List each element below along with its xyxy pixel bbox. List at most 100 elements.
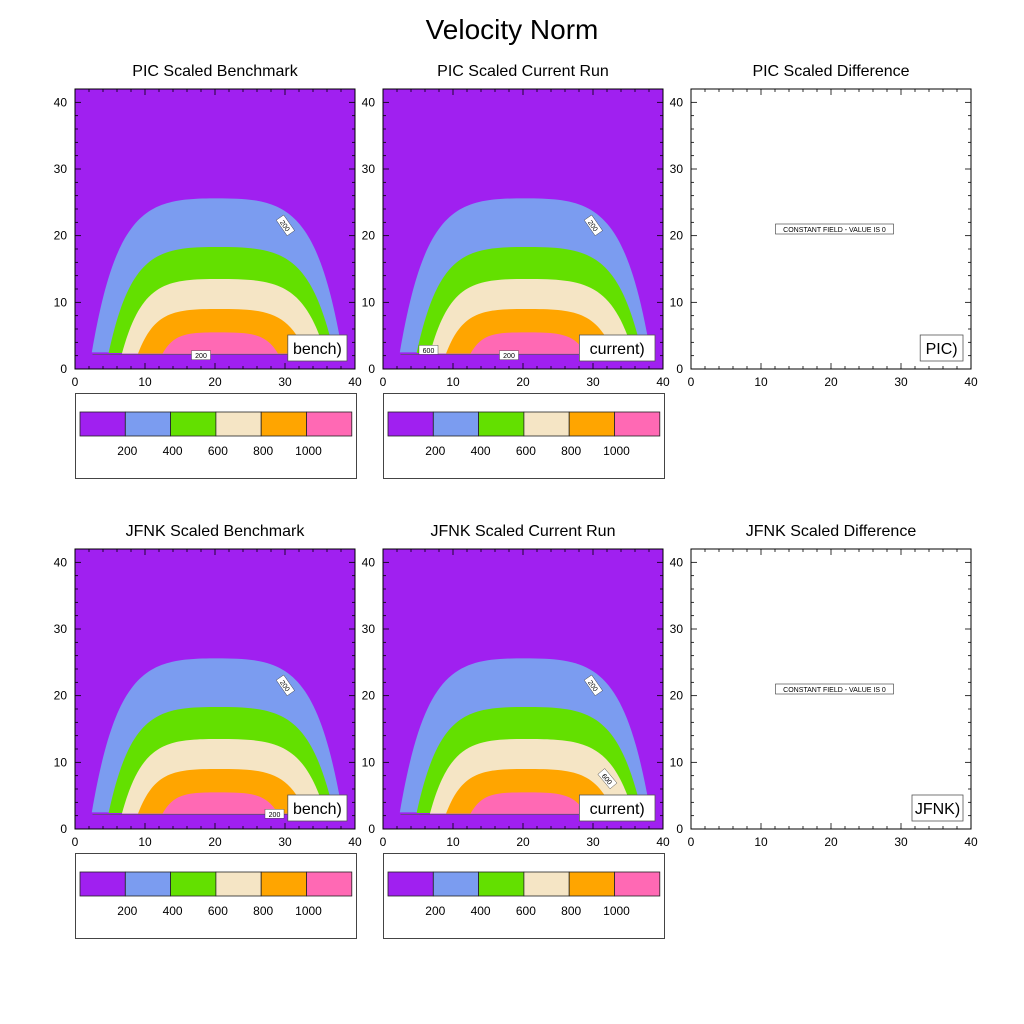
colorbar-label: 1000 — [295, 444, 322, 458]
colorbar-label: 600 — [208, 904, 228, 918]
x-tick-label: 0 — [380, 375, 387, 389]
contour-band-1000 — [162, 332, 278, 354]
colorbar-swatch — [170, 871, 217, 897]
panel-annotation: current) — [578, 794, 656, 822]
panel-annotation: bench) — [287, 794, 348, 822]
svg-text:PIC): PIC) — [926, 341, 958, 358]
colorbar-swatch — [215, 871, 262, 897]
y-tick-label: 0 — [60, 362, 67, 376]
y-tick-label: 40 — [54, 555, 68, 569]
x-tick-label: 10 — [138, 375, 152, 389]
colorbar-swatch — [387, 871, 434, 897]
x-tick-label: 0 — [72, 835, 79, 849]
colorbar-swatch — [170, 411, 217, 437]
y-tick-label: 0 — [676, 822, 683, 836]
colorbar-label: 800 — [561, 904, 581, 918]
y-tick-label: 20 — [54, 689, 68, 703]
y-tick-label: 30 — [670, 162, 684, 176]
panel-annotation: bench) — [287, 334, 348, 362]
contour-label: 200 — [499, 350, 519, 360]
colorbar-label: 800 — [253, 444, 273, 458]
panel-annotation: JFNK) — [911, 794, 964, 822]
colorbar-swatch — [432, 871, 479, 897]
panel-title: PIC Scaled Benchmark — [132, 63, 298, 80]
colorbar-swatch — [568, 871, 615, 897]
x-tick-label: 30 — [278, 835, 292, 849]
colorbar-label: 400 — [163, 444, 183, 458]
panel-title: JFNK Scaled Difference — [745, 523, 917, 540]
x-tick-label: 30 — [278, 375, 292, 389]
colorbar-swatch — [260, 411, 307, 437]
y-tick-label: 30 — [362, 622, 376, 636]
colorbar-label: 200 — [425, 444, 445, 458]
panel-title: JFNK Scaled Current Run — [430, 523, 616, 540]
y-tick-label: 40 — [670, 95, 684, 109]
x-tick-label: 20 — [208, 835, 222, 849]
colorbar-swatch — [215, 411, 262, 437]
panel-annotation: current) — [578, 334, 656, 362]
svg-text:current): current) — [590, 341, 645, 358]
y-tick-label: 0 — [368, 822, 375, 836]
y-tick-label: 10 — [54, 295, 68, 309]
x-tick-label: 20 — [208, 375, 222, 389]
panel-title: JFNK Scaled Benchmark — [125, 523, 305, 540]
y-tick-label: 0 — [676, 362, 683, 376]
svg-text:600: 600 — [423, 348, 435, 355]
colorbar-swatch — [568, 411, 615, 437]
contour-label: 600 — [418, 345, 439, 355]
y-tick-label: 30 — [54, 162, 68, 176]
colorbar-legend: 200 400 600 800 1000 — [383, 393, 665, 479]
colorbar-label: 1000 — [603, 904, 630, 918]
colorbar-label: 600 — [208, 444, 228, 458]
contour-label: 200 — [191, 350, 211, 360]
x-tick-label: 40 — [964, 835, 978, 849]
colorbar-swatch — [614, 871, 661, 897]
colorbar-label: 400 — [471, 444, 491, 458]
contour-plot: CONSTANT FIELD - VALUE IS 0 0 10 20 30 40 0 10 2… — [670, 88, 978, 389]
svg-text:CONSTANT FIELD - VALUE IS 0: CONSTANT FIELD - VALUE IS 0 — [783, 227, 886, 234]
colorbar-swatch — [306, 411, 353, 437]
colorbar-swatch — [432, 411, 479, 437]
x-tick-label: 0 — [72, 375, 79, 389]
colorbar-label: 800 — [253, 904, 273, 918]
colorbar-swatch — [79, 411, 126, 437]
y-tick-label: 30 — [54, 622, 68, 636]
panel-title: PIC Scaled Current Run — [437, 63, 609, 80]
x-tick-label: 10 — [754, 375, 768, 389]
x-tick-label: 40 — [964, 375, 978, 389]
panel-title: PIC Scaled Difference — [752, 63, 910, 80]
page-title: Velocity Norm — [425, 14, 599, 45]
colorbar-label: 200 — [117, 444, 137, 458]
x-tick-label: 0 — [688, 375, 695, 389]
y-tick-label: 30 — [670, 622, 684, 636]
x-tick-label: 30 — [586, 375, 600, 389]
colorbar-legend: 200 400 600 800 1000 — [383, 853, 665, 939]
y-tick-label: 10 — [670, 755, 684, 769]
colorbar-swatch — [478, 871, 525, 897]
constant-field-note: CONSTANT FIELD - VALUE IS 0 — [775, 223, 894, 235]
constant-field-note: CONSTANT FIELD - VALUE IS 0 — [775, 683, 894, 695]
y-tick-label: 10 — [670, 295, 684, 309]
colorbar-label: 200 — [117, 904, 137, 918]
contour-band-1000 — [162, 792, 278, 814]
svg-text:CONSTANT FIELD - VALUE IS 0: CONSTANT FIELD - VALUE IS 0 — [783, 687, 886, 694]
colorbar-swatch — [306, 871, 353, 897]
colorbar-swatch — [478, 411, 525, 437]
y-tick-label: 40 — [362, 555, 376, 569]
svg-text:bench): bench) — [293, 341, 342, 358]
colorbar-swatch — [124, 871, 171, 897]
svg-text:bench): bench) — [293, 801, 342, 818]
x-tick-label: 40 — [348, 835, 362, 849]
contour-plot: CONSTANT FIELD - VALUE IS 0 0 10 20 30 40 0 10 2… — [670, 548, 978, 849]
colorbar-label: 200 — [425, 904, 445, 918]
x-tick-label: 10 — [754, 835, 768, 849]
x-tick-label: 40 — [656, 375, 670, 389]
svg-text:current): current) — [590, 801, 645, 818]
x-tick-label: 40 — [656, 835, 670, 849]
y-tick-label: 20 — [362, 689, 376, 703]
colorbar-legend: 200 400 600 800 1000 — [75, 393, 357, 479]
contour-band-1000 — [470, 332, 586, 354]
colorbar-label: 1000 — [295, 904, 322, 918]
contour-label: 200 — [264, 809, 285, 819]
y-tick-label: 0 — [368, 362, 375, 376]
